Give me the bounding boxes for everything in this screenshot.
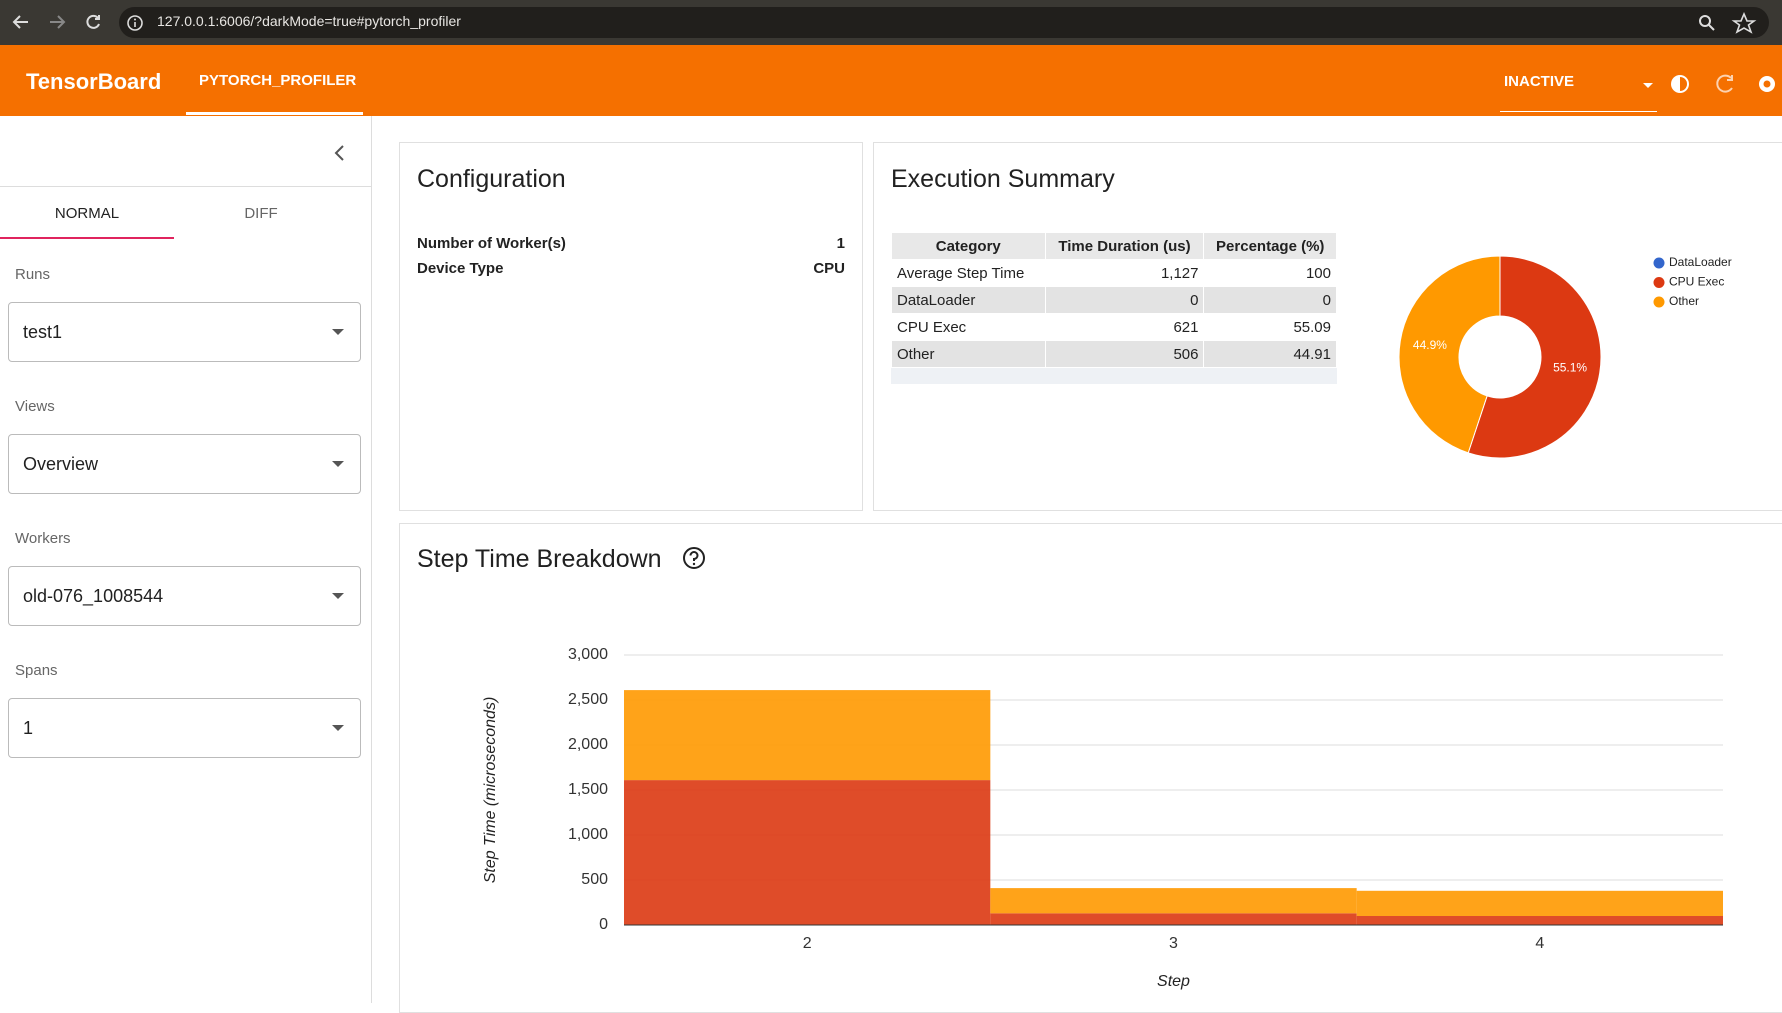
dropdown-arrow: [332, 593, 344, 599]
y-tick-label: 500: [581, 871, 608, 888]
url-text: 127.0.0.1:6006/?darkMode=true#pytorch_pr…: [157, 13, 461, 29]
field-label: Workers: [15, 530, 71, 547]
table-cell: 506: [1044, 340, 1205, 368]
select-box[interactable]: test1: [8, 302, 361, 362]
x-tick-label: 3: [1169, 935, 1178, 952]
table-cell: Average Step Time: [891, 259, 1046, 287]
legend-label: CPU Exec: [1669, 275, 1724, 289]
y-axis-title: Step Time (microseconds): [482, 697, 499, 884]
legend-swatch: [1653, 296, 1665, 308]
x-tick-label: 4: [1535, 935, 1544, 952]
y-tick-label: 2,500: [568, 691, 608, 708]
bar-segment: [990, 888, 1357, 914]
nav-icons: [12, 14, 100, 29]
y-tick-label: 0: [599, 916, 608, 933]
status-select[interactable]: INACTIVE: [1504, 73, 1575, 90]
header-icons[interactable]: [1640, 73, 1782, 103]
legend-label: DataLoader: [1669, 255, 1732, 269]
dropdown-arrow: [332, 725, 344, 731]
y-tick-label: 2,000: [568, 736, 608, 753]
select-box[interactable]: old-076_1008544: [8, 566, 361, 626]
bar-segment: [1356, 890, 1723, 916]
select-value: old-076_1008544: [23, 586, 164, 606]
tab-indicator: [186, 112, 363, 115]
select-value: 1: [23, 718, 34, 738]
browser-actions[interactable]: [1696, 12, 1776, 34]
browser-bar: 127.0.0.1:6006/?darkMode=true#pytorch_pr…: [0, 0, 1782, 45]
field-label: Runs: [15, 266, 51, 283]
dropdown-arrow: [332, 329, 344, 335]
tab-indicator: [0, 237, 174, 239]
execution-summary-card: Execution Summary Category Time Duration …: [873, 142, 1782, 511]
card-title: Step Time Breakdown: [417, 545, 662, 573]
help-icon[interactable]: [682, 546, 708, 572]
y-tick-label: 1,000: [568, 826, 608, 843]
field-label: Spans: [15, 662, 58, 679]
card-title: Execution Summary: [891, 165, 1115, 193]
table-scrollbar[interactable]: [891, 368, 1337, 384]
select-value: test1: [23, 322, 63, 342]
table-cell: 44.91: [1203, 340, 1337, 368]
pie-slice: [1398, 255, 1501, 454]
x-axis-title: Step: [1157, 973, 1190, 990]
app-header: TensorBoard PYTORCH_PROFILER INACTIVE: [0, 45, 1782, 116]
y-tick-label: 1,500: [568, 781, 608, 798]
legend-swatch: [1653, 277, 1665, 288]
table-cell: 55.09: [1203, 313, 1337, 341]
configuration-card: Configuration Number of Worker(s) 1 Device…: [399, 142, 863, 511]
bar-segment: [1356, 916, 1723, 925]
slice-label: 55.1%: [1553, 360, 1587, 374]
config-value: CPU: [813, 260, 845, 277]
slice-label: 44.9%: [1413, 338, 1447, 352]
sidebar-tab[interactable]: DIFF: [244, 205, 278, 222]
table-cell: 100: [1203, 259, 1337, 287]
site-info-icon[interactable]: [126, 14, 144, 32]
table-row: Average Step Time 1,127 100: [891, 259, 1337, 287]
select-box[interactable]: 1: [8, 698, 361, 758]
header-row: Category Time Duration (us) Percentage (%): [891, 232, 1337, 260]
legend-label: Other: [1669, 294, 1699, 308]
legend-swatch: [1653, 257, 1665, 269]
select-box[interactable]: Overview: [8, 434, 361, 494]
url-bar[interactable]: [119, 7, 1769, 38]
column-header: Time Duration (us): [1044, 232, 1205, 260]
divider: [0, 186, 371, 187]
table-cell: 0: [1203, 286, 1337, 314]
x-tick-label: 2: [803, 935, 812, 952]
table-cell: CPU Exec: [891, 313, 1046, 341]
table-cell: 621: [1044, 313, 1205, 341]
bar-segment: [624, 690, 991, 781]
summary-table: Category Time Duration (us) Percentage (%)…: [891, 232, 1337, 368]
collapse-button[interactable]: [330, 143, 350, 163]
plugin-tab[interactable]: PYTORCH_PROFILER: [199, 72, 357, 89]
card-title: Configuration: [417, 165, 566, 193]
config-value: 1: [836, 235, 845, 252]
table-cell: 1,127: [1044, 259, 1205, 287]
bar-segment: [990, 913, 1357, 925]
dropdown-arrow: [332, 461, 344, 467]
table-row: Other 506 44.91: [891, 340, 1337, 368]
pie-slice: [1467, 255, 1602, 459]
config-key: Device Type: [417, 260, 504, 277]
column-header: Category: [891, 232, 1046, 260]
sidebar: NORMAL DIFF Runs test1 Views Overview Workers o…: [0, 116, 372, 1003]
field-label: Views: [15, 398, 55, 415]
sidebar-tab[interactable]: NORMAL: [54, 205, 120, 222]
select-value: Overview: [23, 454, 99, 474]
table-row: CPU Exec 621 55.09: [891, 313, 1337, 341]
app-title: TensorBoard: [26, 69, 162, 94]
column-header: Percentage (%): [1203, 232, 1337, 260]
table-cell: DataLoader: [891, 286, 1046, 314]
bar-segment: [624, 780, 991, 925]
table-cell: Other: [891, 340, 1046, 368]
y-tick-label: 3,000: [568, 646, 608, 663]
status-underline: [1500, 111, 1657, 112]
config-key: Number of Worker(s): [417, 235, 566, 252]
table-row: DataLoader 0 0: [891, 286, 1337, 314]
